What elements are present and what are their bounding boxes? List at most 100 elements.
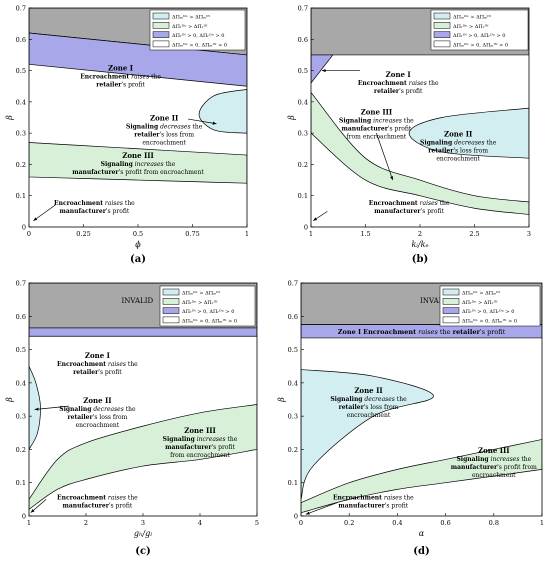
y-tick-label: 0.4 [298,98,308,106]
annotation-arrow [33,204,56,222]
legend-entry: ΔΠₘᴰⁿ > 0, ΔΠₘᴵᴺ > 0 [182,318,237,324]
y-tick-label: 0 [294,513,298,521]
arrow-head [34,407,39,411]
legend-swatch [152,31,170,38]
arrow-head [33,217,38,221]
annotation-line: retailer's loss from [134,132,194,139]
annotation-line: encroachment [436,155,480,162]
legend-swatch [162,298,180,305]
legend-entry: ΔΠₘᴰⁿ > ΔΠₘᴵᴺ [182,291,220,297]
y-tick-label: 0.2 [288,446,298,454]
x-tick-label: 2 [84,519,88,527]
panel-label: (d) [413,546,429,557]
annotation-line: retailer's profit [374,88,423,95]
y-tick-label: 0.7 [298,5,308,13]
legend-entry: ΔΠᵣᴵᴺ > 0, ΔΠᵣᴰⁿ > 0 [182,309,234,315]
y-tick-label: 0.6 [16,36,26,44]
arrow-head [313,217,318,221]
legend-swatch [442,307,460,314]
annotation-title: Zone III [478,446,510,455]
legend-entry: ΔΠₘᴰⁿ > 0, ΔΠₘᴵᴺ > 0 [172,42,227,48]
chart-panel-2: 0 0.1 0.2 0.3 0.4 0.5 0.6 0.7 1 2 3 4 5 gₕ/gₗ β (c) INVA… [5,280,259,558]
arrow-head [321,69,326,73]
chart-panel-0: 0 0.1 0.2 0.3 0.4 0.5 0.6 0.7 0 0.25 0.5 0.75 1 ϕ β (a)… [5,5,249,266]
legend-entry: ΔΠₘᴰⁿ > 0, ΔΠₘᴵᴺ > 0 [453,42,508,48]
annotation-line: Signaling decreases the [59,406,136,413]
x-axis-label: gₕ/gₗ [134,529,152,538]
legend-swatch [433,22,451,29]
y-tick-label: 0.1 [16,479,26,487]
legend-swatch [162,307,180,314]
x-axis-label: α [419,529,425,538]
annotation-line: retailer's profit [73,369,122,376]
legend-entry: ΔΠₘᴰⁿ > ΔΠₘᴵᴺ [462,291,500,297]
legend-swatch [152,12,170,20]
annotation-title: Zone I [85,351,110,360]
annotation-title: Zone III [361,107,393,116]
y-tick-label: 0 [22,224,26,232]
arrow-head [212,121,217,125]
legend-entry: ΔΠₘᴰⁿ > 0, ΔΠₘᴵᴺ > 0 [462,318,517,324]
y-tick-label: 0.5 [16,67,26,75]
x-tick-label: 1.5 [360,230,370,238]
annotation-line: Encroachment raises the [333,494,414,501]
annotation-line: Encroachment raises the [57,494,138,501]
annotation-line: manufacturer's profit [338,502,408,509]
invalid-label: INVALID [122,297,154,305]
zone2-region [408,107,529,159]
annotation-arrow [188,118,217,125]
y-tick-label: 0.5 [288,346,298,354]
x-tick-label: 2.5 [469,230,479,238]
legend: ΔΠₘᴰⁿ > ΔΠₘᴵᴺ ΔΠᵣᴰⁿ > ΔΠᵣᴵᴺ ΔΠᵣᴵᴺ > 0, ΔΠᵣ… [439,285,541,327]
legend-swatch [433,40,451,48]
legend-swatch [152,40,170,48]
y-tick-label: 0.2 [16,446,26,454]
y-tick-label: 0.7 [16,5,26,13]
annotation-line: Signaling increases the [456,456,531,463]
x-tick-label: 3 [141,519,145,527]
chart-panel-1: 0 0.1 0.2 0.3 0.4 0.5 0.6 0.7 1 1.5 2 2.5 3 kᵢ/kₑ β (b)… [287,5,531,266]
zone2-region [198,88,247,134]
y-tick-label: 0.3 [298,130,308,138]
zone3-region [29,404,257,510]
annotation-title: Zone II [83,396,111,405]
panel-label: (b) [412,254,428,265]
annotation-line: encroachment [76,422,120,429]
arrow-head [30,509,35,513]
annotation-arrow [376,133,394,181]
legend-swatch [162,316,180,324]
x-tick-label: 0.8 [489,519,499,527]
x-tick-label: 0.5 [133,230,143,238]
x-axis-label: kᵢ/kₑ [411,240,428,249]
annotation-line: manufacturer's profit [165,444,235,451]
x-axis-label: ϕ [135,240,141,249]
y-tick-label: 0.3 [288,413,298,421]
y-tick-label: 0.6 [288,313,298,321]
arrow-head [390,176,394,181]
legend: ΔΠₘᴰⁿ > ΔΠₘᴵᴺ ΔΠᵣᴰⁿ > ΔΠᵣᴵᴺ ΔΠᵣᴵᴺ > 0, ΔΠᵣ… [149,9,246,51]
annotation-line: manufacturer's profit [60,208,130,215]
annotation-line: Signaling decreases the [126,124,203,131]
invalid-label: INVALID [420,297,452,305]
y-tick-label: 0.1 [16,192,26,200]
x-tick-label: 1 [27,519,31,527]
chart-panel-3: 0 0.1 0.2 0.3 0.4 0.5 0.6 0.7 0 0.2 0.4 0.6 0.8 1 α β (d… [277,280,544,558]
x-tick-label: 1 [309,230,313,238]
panel-label: (a) [130,254,146,265]
y-axis-label: β [277,397,286,403]
y-tick-label: 0.5 [298,67,308,75]
y-tick-label: 0.4 [288,379,298,387]
y-tick-label: 0.3 [16,130,26,138]
annotation-title: Zone II [444,129,472,138]
x-tick-label: 1 [540,519,544,527]
arrow-head [305,511,310,515]
